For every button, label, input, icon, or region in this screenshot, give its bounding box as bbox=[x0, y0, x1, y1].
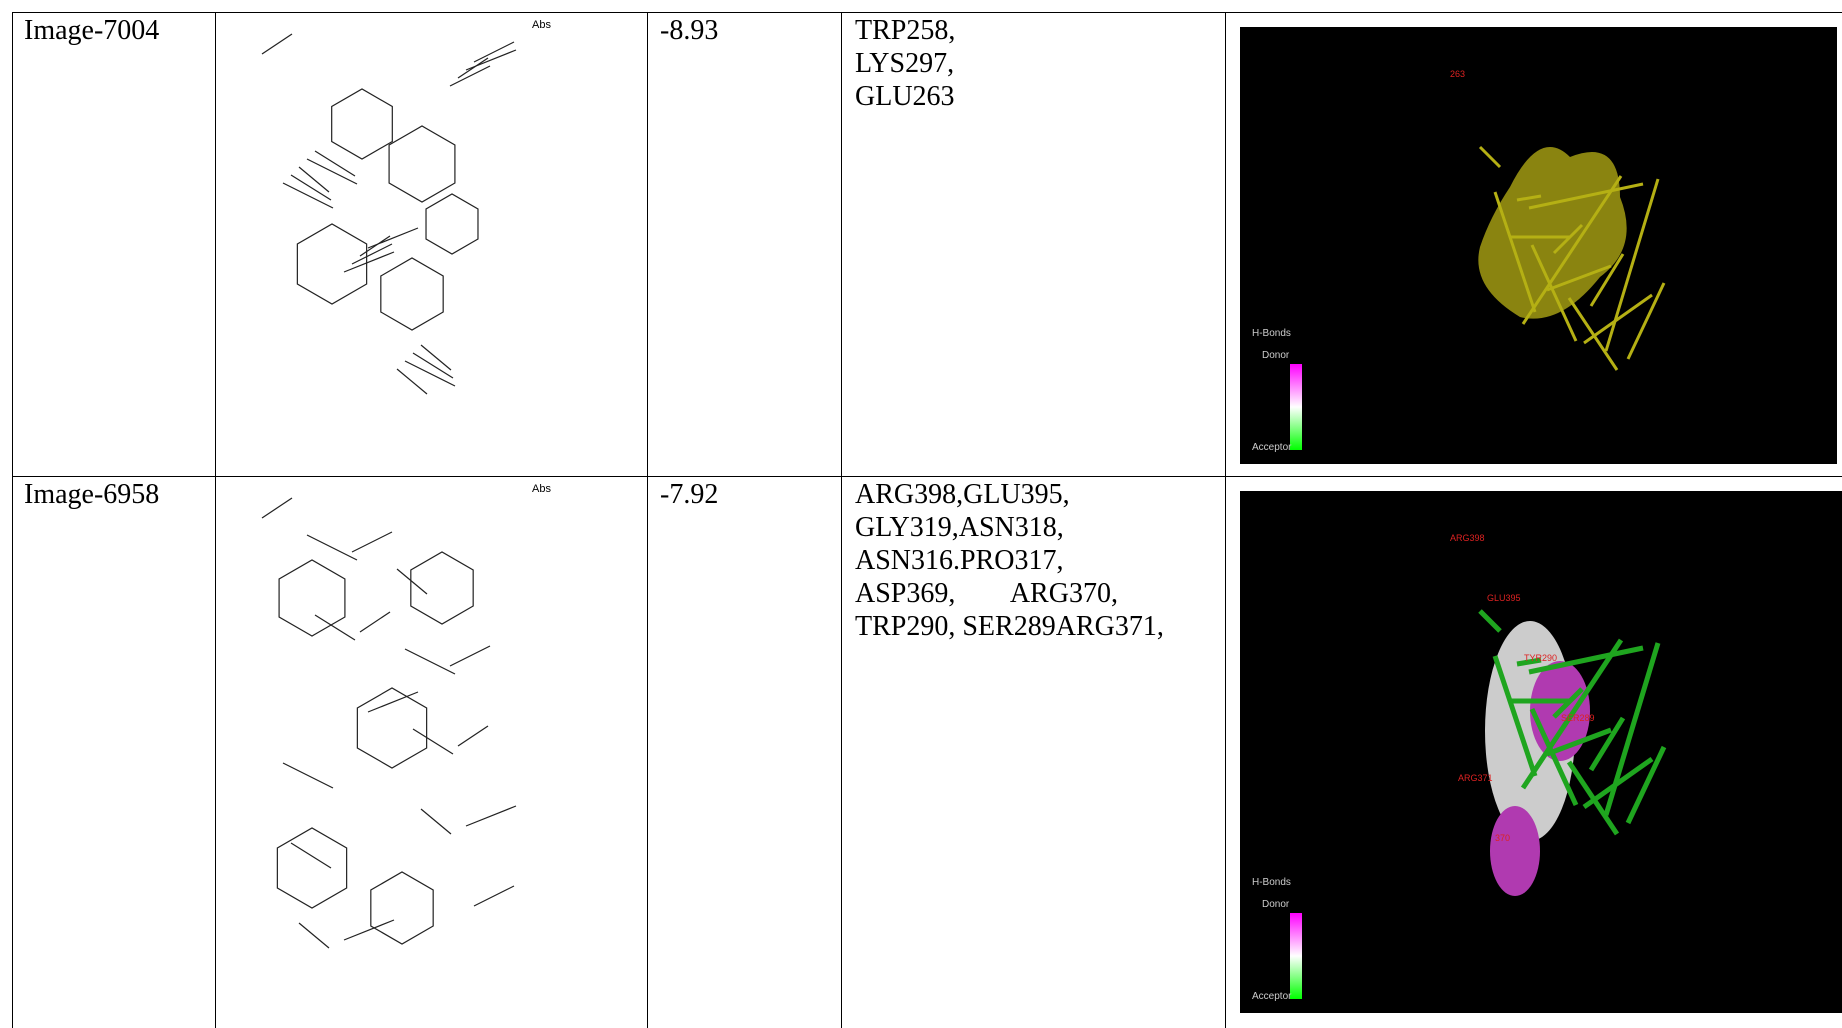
bond bbox=[315, 151, 355, 176]
page: Image-7004 -8.93 TRP258,LYS297,GLU263 Abs 26… bbox=[0, 0, 1842, 1028]
residue-line: TRP290, SER289ARG371, bbox=[855, 610, 1210, 643]
bonds bbox=[262, 34, 516, 394]
pose-image: ARG398 GLU395 TYR290 SER289 ARG371 370 H-Bonds… bbox=[1240, 491, 1842, 1013]
residue-label: TYR290 bbox=[1524, 653, 1557, 663]
residue-line: ARG398,GLU395, bbox=[855, 478, 1210, 511]
bond bbox=[474, 886, 514, 906]
legend-bar bbox=[1290, 913, 1302, 999]
stick bbox=[1480, 147, 1500, 167]
bond bbox=[458, 726, 488, 746]
residue-line: LYS297, bbox=[855, 47, 1210, 80]
residue-line: ASN316.PRO317, bbox=[855, 544, 1210, 577]
legend-bottom: Acceptor bbox=[1252, 442, 1291, 453]
bond bbox=[299, 923, 329, 948]
structure: Abs bbox=[222, 478, 642, 1020]
rule bbox=[12, 12, 1842, 13]
ring bbox=[426, 194, 478, 254]
surface bbox=[1490, 806, 1540, 896]
rule bbox=[841, 12, 842, 1028]
score-cell: -7.92 bbox=[660, 478, 718, 511]
ring bbox=[277, 828, 346, 908]
legend-title: H-Bonds bbox=[1252, 328, 1291, 339]
name-cell: Image-6958 bbox=[24, 478, 159, 511]
stick bbox=[1591, 718, 1623, 770]
ring bbox=[297, 224, 366, 304]
bond bbox=[421, 809, 451, 834]
ring bbox=[381, 258, 443, 330]
abs-tag: Abs bbox=[532, 19, 551, 31]
rule bbox=[12, 476, 1842, 477]
structure: Abs bbox=[222, 14, 642, 468]
rule bbox=[647, 12, 648, 1028]
bond bbox=[262, 34, 292, 54]
bond bbox=[315, 615, 355, 640]
pose-drawing: ARG398 GLU395 TYR290 SER289 ARG371 370 bbox=[1240, 491, 1842, 1013]
bond bbox=[413, 353, 453, 378]
residue-line: GLU263 bbox=[855, 80, 1210, 113]
residue-line: TRP258, bbox=[855, 14, 1210, 47]
stick bbox=[1628, 283, 1664, 359]
bond bbox=[262, 498, 292, 518]
rule bbox=[1225, 12, 1226, 1028]
residue-label: ARG371 bbox=[1458, 773, 1493, 783]
bond bbox=[397, 369, 427, 394]
name-cell: Image-7004 bbox=[24, 14, 159, 47]
ring bbox=[357, 688, 426, 768]
bond bbox=[360, 612, 390, 632]
pose-drawing: 263 bbox=[1240, 27, 1837, 464]
bond bbox=[344, 920, 394, 940]
bond bbox=[368, 692, 418, 712]
abs-tag: Abs bbox=[532, 483, 551, 495]
stick bbox=[1628, 747, 1664, 823]
bond bbox=[397, 569, 427, 594]
residue-label: SER289 bbox=[1561, 713, 1595, 723]
stick bbox=[1480, 611, 1500, 631]
legend-top: Donor bbox=[1262, 350, 1289, 361]
bond bbox=[352, 532, 392, 552]
bonds bbox=[262, 498, 516, 948]
legend-bottom: Acceptor bbox=[1252, 991, 1291, 1002]
ring bbox=[279, 560, 345, 636]
residue-line: GLY319,ASN318, bbox=[855, 511, 1210, 544]
legend-top: Donor bbox=[1262, 899, 1289, 910]
bond bbox=[299, 167, 329, 192]
residue-label: GLU395 bbox=[1487, 593, 1521, 603]
residue-label: ARG398 bbox=[1450, 533, 1485, 543]
score-cell: -8.93 bbox=[660, 14, 718, 47]
bond bbox=[421, 345, 451, 370]
ring bbox=[371, 872, 433, 944]
rule bbox=[12, 12, 13, 1028]
residues-cell: ARG398,GLU395,GLY319,ASN318,ASN316.PRO31… bbox=[855, 478, 1210, 643]
ring bbox=[389, 126, 455, 202]
residue-label: 370 bbox=[1495, 833, 1510, 843]
bond bbox=[291, 175, 331, 200]
ring bbox=[332, 89, 393, 159]
bond bbox=[291, 843, 331, 868]
bond bbox=[413, 729, 453, 754]
bond bbox=[283, 183, 333, 208]
bond bbox=[405, 649, 455, 674]
bond bbox=[283, 763, 333, 788]
legend-title: H-Bonds bbox=[1252, 877, 1291, 888]
bond bbox=[307, 535, 357, 560]
residue-label: 263 bbox=[1450, 69, 1465, 79]
bond bbox=[450, 646, 490, 666]
rule bbox=[215, 12, 216, 1028]
residue-line: ASP369, ARG370, bbox=[855, 577, 1210, 610]
bond bbox=[466, 806, 516, 826]
residues-cell: TRP258,LYS297,GLU263 bbox=[855, 14, 1210, 113]
legend-bar bbox=[1290, 364, 1302, 450]
pose-image: 263 H-Bonds Donor Acceptor bbox=[1240, 27, 1837, 464]
